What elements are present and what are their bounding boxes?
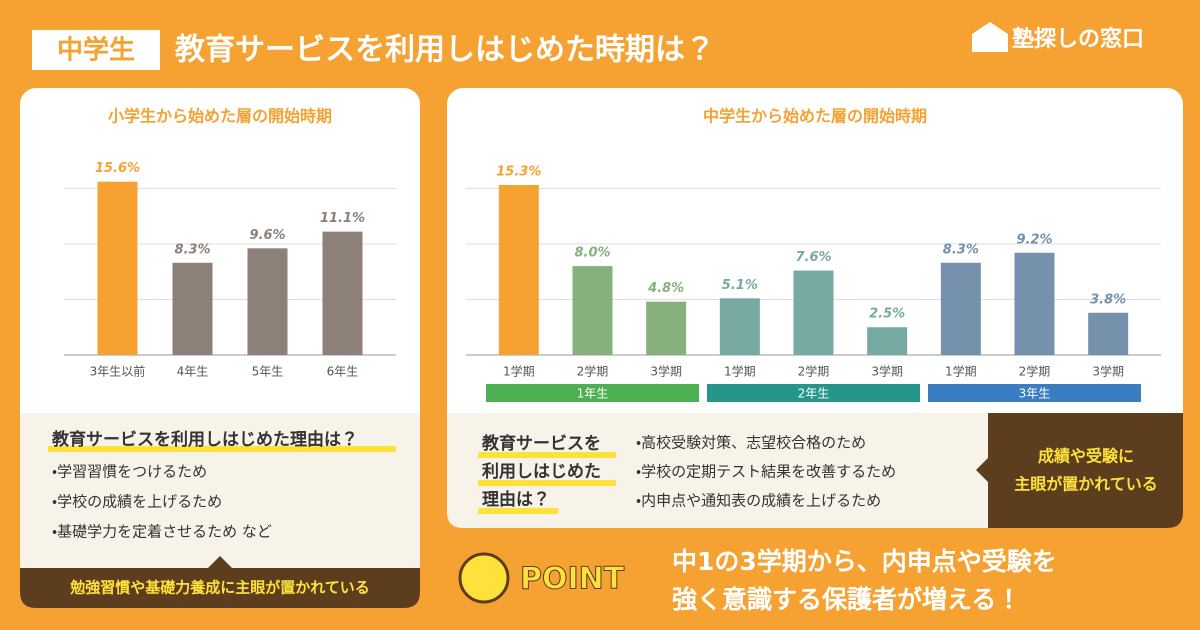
value-label: 8.3% — [943, 242, 979, 257]
value-label: 9.6% — [249, 228, 285, 243]
value-label: 4.8% — [647, 281, 684, 296]
x-tick-label: 4年生 — [177, 365, 209, 379]
x-tick-label: 3学期 — [871, 364, 903, 379]
conclusion: 成績や受験に — [1038, 447, 1134, 466]
bar — [940, 262, 981, 355]
chart-title: 中学生から始めた層の開始時期 — [703, 107, 927, 126]
badge-box — [32, 30, 160, 70]
highlight — [48, 446, 396, 452]
x-tick-label: 5年生 — [252, 365, 284, 379]
value-label: 7.6% — [795, 250, 831, 265]
reason-item: ・学校の成績を上げるため — [52, 493, 222, 511]
pointer — [208, 556, 232, 568]
reason-title: 教育サービスを利用しはじめた理由は？ — [51, 429, 358, 450]
bar — [867, 327, 908, 355]
highlight — [478, 480, 616, 486]
x-tick-label: 1学期 — [503, 364, 535, 379]
value-label: 11.1% — [320, 211, 365, 226]
reason-item: ・基礎学力を定着させるため など — [52, 523, 272, 541]
left-conclusion-box — [20, 568, 420, 608]
conclusion: 勉強習慣や基礎力養成に主眼が置かれている — [69, 579, 370, 597]
group-label: 1年生 — [577, 387, 609, 401]
bar — [498, 185, 539, 355]
bar — [322, 231, 363, 355]
conclusion: 主眼が置かれている — [1014, 475, 1158, 494]
value-label: 5.1% — [722, 278, 758, 293]
chart-title: 小学生から始めた層の開始時期 — [108, 107, 332, 126]
point-text: 中1の3学期から、内申点や受験を — [672, 547, 1057, 576]
bar — [1088, 312, 1129, 355]
reason-title: 教育サービスを — [481, 433, 601, 454]
x-tick-label: 2学期 — [1019, 364, 1051, 379]
point-label: POINT — [520, 562, 625, 597]
reason-title: 理由は？ — [482, 489, 550, 510]
logo-icon — [972, 22, 1008, 52]
value-label: 15.3% — [496, 165, 541, 180]
highlight — [478, 508, 558, 514]
value-label: 15.6% — [95, 161, 140, 176]
group-label: 3年生 — [1019, 387, 1051, 401]
point-text: 強く意識する保護者が増える！ — [672, 585, 1021, 614]
x-tick-label: 3学期 — [650, 364, 682, 379]
x-tick-label: 6年生 — [327, 365, 359, 379]
bar — [646, 301, 687, 355]
group-bar — [707, 384, 920, 402]
badge: 中学生 — [57, 35, 135, 66]
pointer — [976, 458, 988, 482]
x-tick-label: 3年生以前 — [90, 364, 146, 379]
value-label: 2.5% — [869, 307, 905, 322]
reason-item: ・高校受験対策、志望校合格のため — [636, 434, 866, 452]
reason-item: ・学校の定期テスト結果を改善するため — [636, 463, 896, 481]
x-tick-label: 1学期 — [945, 364, 977, 379]
point-icon — [458, 552, 510, 604]
value-label: 8.3% — [174, 242, 210, 257]
reason-item: ・内申点や通知表の成績を上げるため — [636, 492, 881, 510]
right-conclusion-box — [988, 413, 1183, 528]
group-label: 2年生 — [798, 387, 830, 401]
x-tick-label: 3学期 — [1092, 364, 1124, 379]
value-label: 8.0% — [574, 246, 610, 261]
highlight — [478, 452, 616, 458]
group-bar — [486, 384, 699, 402]
bar — [719, 298, 760, 355]
main-title: 教育サービスを利用しはじめた時期は？ — [174, 33, 715, 68]
reason-item: ・学習習慣をつけるため — [52, 463, 207, 481]
x-tick-label: 2学期 — [798, 364, 830, 379]
value-label: 9.2% — [1016, 232, 1052, 247]
bar — [247, 248, 288, 355]
left-reason-box — [20, 413, 420, 573]
reason-title: 利用しはじめた — [482, 461, 601, 482]
bar — [97, 181, 138, 355]
right-reason-box — [447, 413, 988, 528]
bar — [793, 270, 834, 355]
logo: 塾探しの窓口 — [1012, 26, 1144, 52]
group-bar — [928, 384, 1141, 402]
x-tick-label: 2学期 — [577, 364, 609, 379]
bar — [172, 262, 213, 355]
x-tick-label: 1学期 — [724, 364, 756, 379]
value-label: 3.8% — [1090, 292, 1126, 307]
bar — [572, 266, 613, 355]
bar — [1014, 252, 1055, 355]
